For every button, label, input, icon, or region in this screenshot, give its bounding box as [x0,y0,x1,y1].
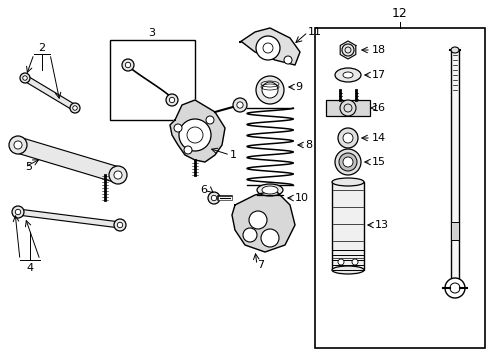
Text: 2: 2 [38,43,46,53]
Bar [451,222,459,240]
Bar [326,100,370,116]
Bar [110,40,195,120]
Circle shape [342,44,354,56]
Circle shape [345,47,351,53]
Circle shape [243,228,257,242]
Bar [332,182,364,270]
Circle shape [109,166,127,184]
Circle shape [249,211,267,229]
Polygon shape [18,209,121,228]
Circle shape [206,116,214,124]
Ellipse shape [262,186,278,194]
Circle shape [445,278,465,298]
Circle shape [335,149,361,175]
Circle shape [166,94,178,106]
Circle shape [339,153,357,171]
Circle shape [14,141,22,149]
Text: 10: 10 [295,193,309,203]
Text: 1: 1 [230,150,237,160]
Polygon shape [170,100,225,162]
Circle shape [23,76,27,80]
Circle shape [70,103,80,113]
Circle shape [261,229,279,247]
Text: 5: 5 [25,162,32,172]
Circle shape [114,171,122,179]
Circle shape [114,219,126,231]
Text: 8: 8 [305,140,312,150]
Text: 9: 9 [295,82,302,92]
Circle shape [352,259,358,265]
Text: 13: 13 [375,220,389,230]
Circle shape [122,59,134,71]
Text: 4: 4 [26,263,33,273]
Polygon shape [16,137,121,183]
Circle shape [340,100,356,116]
Circle shape [179,119,211,151]
Text: 15: 15 [372,157,386,167]
Text: 3: 3 [148,28,155,38]
Circle shape [256,76,284,104]
Circle shape [211,195,217,201]
Circle shape [73,106,77,110]
Text: 12: 12 [392,6,408,19]
Circle shape [208,192,220,204]
Ellipse shape [257,184,283,196]
Bar [451,50,459,280]
Polygon shape [340,41,356,59]
Circle shape [343,157,353,167]
Polygon shape [232,190,295,252]
Circle shape [338,128,358,148]
Circle shape [338,259,344,265]
Bar [315,28,485,348]
Circle shape [174,124,182,132]
Circle shape [12,206,24,218]
Ellipse shape [332,178,364,186]
Ellipse shape [343,72,353,78]
Text: 18: 18 [372,45,386,55]
Text: 14: 14 [372,133,386,143]
Circle shape [184,146,192,154]
Text: 7: 7 [257,260,264,270]
Text: 6: 6 [200,185,207,195]
Text: 11: 11 [308,27,322,37]
Text: 17: 17 [372,70,386,80]
Polygon shape [240,28,300,65]
Circle shape [256,36,280,60]
Ellipse shape [335,68,361,82]
Ellipse shape [332,266,364,274]
Circle shape [20,73,30,83]
Circle shape [284,56,292,64]
Circle shape [237,102,243,108]
Text: 16: 16 [372,103,386,113]
Circle shape [15,209,21,215]
Polygon shape [24,76,76,111]
Ellipse shape [451,47,459,53]
Circle shape [125,62,131,68]
Circle shape [262,82,278,98]
Circle shape [170,97,175,103]
Circle shape [343,133,353,143]
Circle shape [9,136,27,154]
Circle shape [117,222,122,228]
Circle shape [233,98,247,112]
